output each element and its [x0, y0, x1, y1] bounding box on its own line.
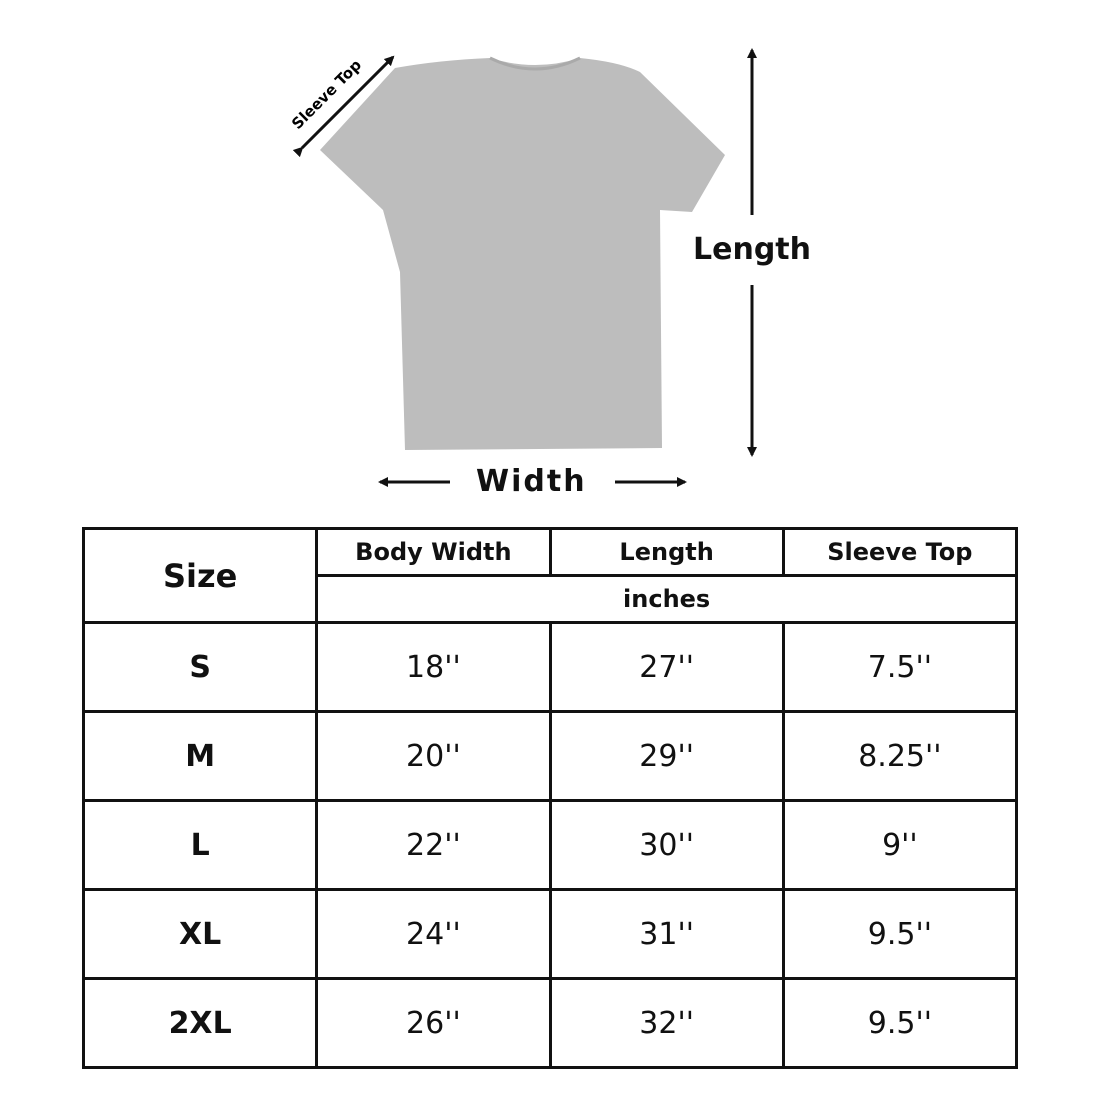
- measurement-cell: 31'': [548, 888, 785, 980]
- table-row: S 18'' 27'' 7.5'': [81, 621, 1019, 713]
- sleeve-arrow: [292, 55, 395, 158]
- table-row: XL 24'' 31'' 9.5'': [81, 888, 1019, 980]
- tshirt-image: [320, 58, 725, 450]
- measurement-cell: 29'': [548, 710, 785, 802]
- table-row: 2XL 26'' 32'' 9.5'': [81, 977, 1019, 1069]
- measurement-cell: 32'': [548, 977, 785, 1069]
- size-cell: XL: [81, 888, 319, 980]
- table-row: L 22'' 30'' 9'': [81, 799, 1019, 891]
- measurement-cell: 26'': [315, 977, 552, 1069]
- measurement-cell: 9.5'': [781, 888, 1019, 980]
- size-cell: L: [81, 799, 319, 891]
- size-header: Size: [81, 527, 319, 624]
- unit-header: inches: [315, 574, 1018, 624]
- measurement-cell: 22'': [315, 799, 552, 891]
- header-sleeve-top: Sleeve Top: [781, 527, 1019, 577]
- measurement-cell: 9'': [781, 799, 1019, 891]
- measurement-cell: 9.5'': [781, 977, 1019, 1069]
- header-body-width: Body Width: [315, 527, 552, 577]
- size-cell: M: [81, 710, 319, 802]
- size-cell: 2XL: [81, 977, 319, 1069]
- measurement-cell: 18'': [315, 621, 552, 713]
- measurement-cell: 8.25'': [781, 710, 1019, 802]
- length-label: Length: [693, 232, 811, 267]
- table-row: M 20'' 29'' 8.25'': [81, 710, 1019, 802]
- size-cell: S: [81, 621, 319, 713]
- measurement-cell: 27'': [548, 621, 785, 713]
- measurement-cell: 7.5'': [781, 621, 1019, 713]
- tshirt-diagram: Sleeve Top: [288, 48, 757, 487]
- size-chart-table: Size Body Width Length Sleeve Top inches…: [81, 527, 1019, 1069]
- measurement-cell: 24'': [315, 888, 552, 980]
- header-length: Length: [548, 527, 785, 577]
- measurement-cell: 20'': [315, 710, 552, 802]
- measurement-cell: 30'': [548, 799, 785, 891]
- width-label: Width: [476, 464, 587, 499]
